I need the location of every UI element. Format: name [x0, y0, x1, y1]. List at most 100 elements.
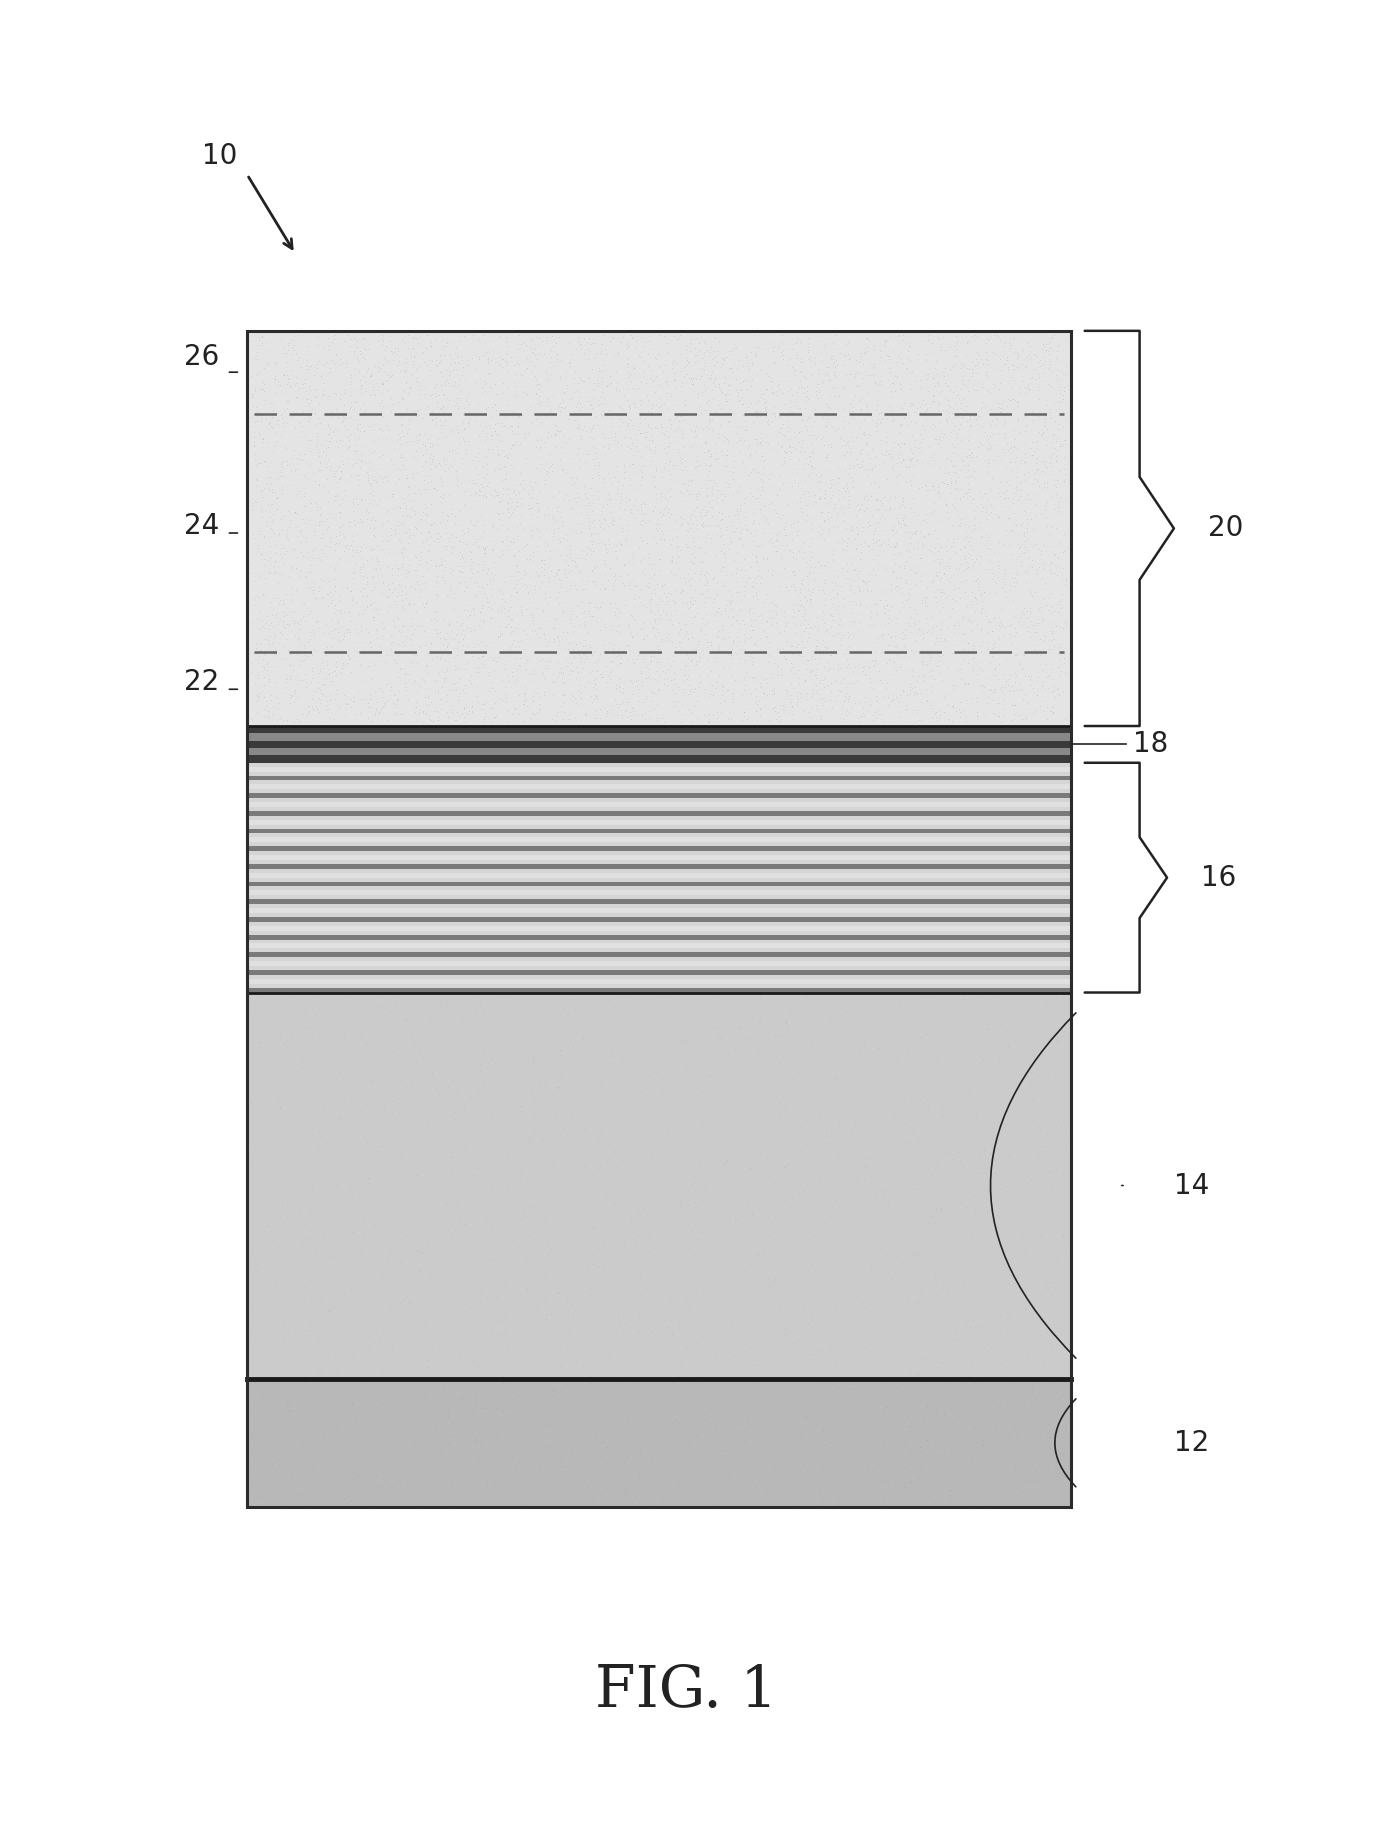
Point [522, 1366, 544, 1395]
Point [519, 347, 541, 377]
Point [346, 1467, 368, 1496]
Point [835, 678, 857, 708]
Point [328, 349, 350, 379]
Point [356, 998, 378, 1027]
Point [416, 437, 438, 467]
Point [449, 555, 471, 584]
Point [1042, 1369, 1064, 1399]
Point [949, 1158, 971, 1187]
Point [919, 691, 941, 720]
Point [430, 695, 452, 724]
Point [789, 678, 811, 708]
Point [244, 1084, 266, 1114]
Point [894, 428, 916, 458]
Point [708, 1116, 730, 1145]
Point [627, 415, 649, 445]
Point [761, 1277, 783, 1307]
Point [474, 577, 496, 607]
Point [754, 1233, 776, 1263]
Point [986, 1035, 1008, 1064]
Point [746, 1401, 768, 1430]
Point [614, 1474, 636, 1503]
Point [816, 351, 838, 380]
Point [998, 504, 1020, 533]
Point [703, 607, 725, 636]
Point [490, 1016, 512, 1046]
Point [551, 346, 573, 375]
Point [1039, 697, 1061, 726]
Point [849, 577, 870, 607]
Point [1012, 336, 1034, 366]
Point [670, 1035, 692, 1064]
Point [680, 480, 702, 509]
Point [990, 397, 1012, 426]
Point [619, 568, 641, 597]
Point [490, 596, 512, 625]
Point [920, 1469, 942, 1498]
Point [494, 450, 516, 480]
Point [498, 1413, 520, 1443]
Point [886, 1119, 908, 1149]
Point [394, 1285, 416, 1314]
Point [316, 579, 338, 608]
Point [964, 1059, 986, 1088]
Point [391, 1246, 413, 1276]
Point [441, 450, 463, 480]
Point [858, 509, 880, 539]
Point [746, 1345, 768, 1375]
Point [319, 522, 341, 551]
Point [439, 340, 461, 369]
Point [618, 1283, 640, 1312]
Point [432, 658, 454, 687]
Point [850, 395, 872, 425]
Point [799, 1127, 821, 1156]
Point [600, 1195, 622, 1224]
Point [1006, 340, 1028, 369]
Point [751, 1406, 773, 1435]
Point [435, 533, 457, 562]
Point [691, 344, 713, 373]
Point [928, 395, 950, 425]
Point [961, 1220, 983, 1250]
Point [991, 1108, 1013, 1138]
Point [1049, 1323, 1071, 1353]
Point [371, 1483, 393, 1513]
Point [413, 665, 435, 695]
Point [365, 594, 387, 623]
Point [894, 1452, 916, 1481]
Point [400, 1079, 422, 1108]
Point [391, 507, 413, 537]
Point [265, 349, 287, 379]
Point [342, 1355, 364, 1384]
Point [833, 1083, 855, 1112]
Point [299, 1399, 321, 1428]
Point [405, 513, 427, 542]
Point [522, 540, 544, 570]
Point [979, 1358, 1001, 1388]
Point [542, 1106, 564, 1136]
Point [1052, 384, 1074, 414]
Point [585, 1053, 607, 1083]
Point [965, 1355, 987, 1384]
Point [419, 448, 441, 478]
Point [519, 1075, 541, 1105]
Point [861, 1456, 883, 1485]
Point [295, 1123, 317, 1152]
Point [445, 388, 467, 417]
Point [515, 1027, 537, 1057]
Point [914, 1020, 936, 1049]
Point [758, 1220, 780, 1250]
Point [643, 364, 665, 393]
Point [437, 454, 459, 483]
Point [715, 445, 737, 474]
Point [644, 559, 666, 588]
Point [327, 340, 349, 369]
Point [316, 1459, 338, 1489]
Point [637, 654, 659, 684]
Point [1022, 362, 1043, 391]
Point [872, 516, 894, 546]
Point [658, 1230, 680, 1259]
Point [309, 678, 331, 708]
Point [475, 1435, 497, 1465]
Point [691, 377, 713, 406]
